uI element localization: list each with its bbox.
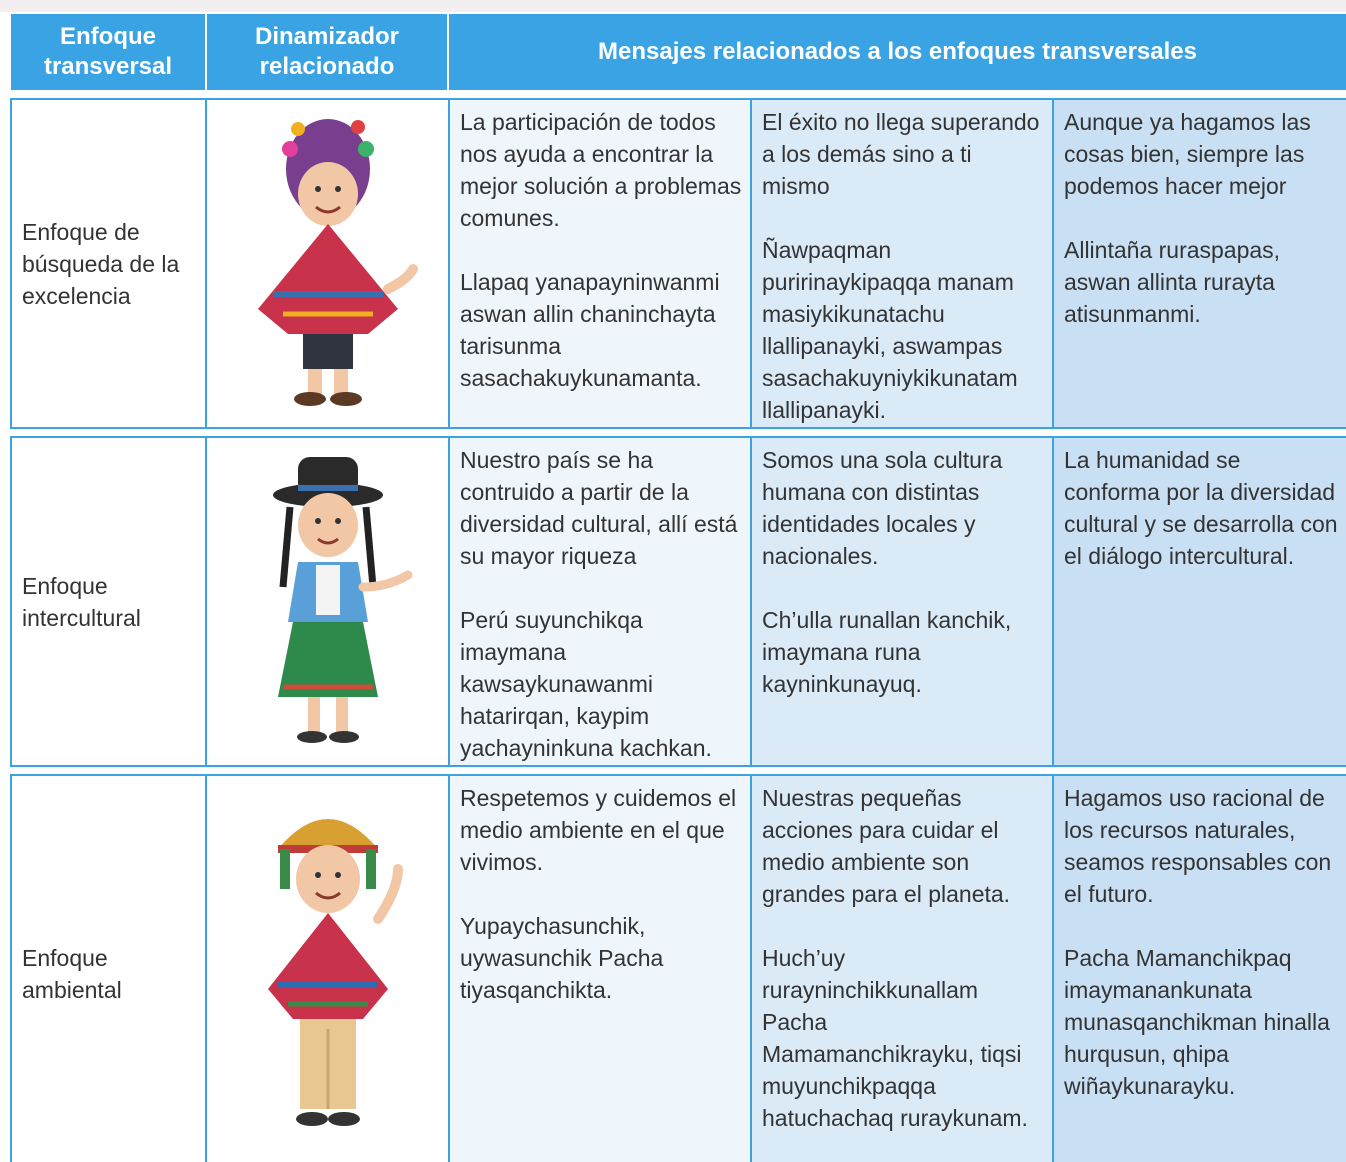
message-cell: Nuestras pequeñas acciones para cuidar e… bbox=[750, 774, 1054, 1162]
message-text: El éxito no llega superando a los demás … bbox=[762, 109, 1040, 199]
message-text: La participación de todos nos ayuda a en… bbox=[460, 109, 742, 231]
message-text: Respetemos y cuidemos el medio ambiente … bbox=[460, 785, 737, 875]
header-text: Mensajes relacionados a los enfoques tra… bbox=[598, 38, 1197, 65]
message-text: Ñawpaqman puririnaykipaqqa manam masiyki… bbox=[762, 237, 1018, 423]
message-cell: El éxito no llega superando a los demás … bbox=[750, 98, 1054, 429]
message-cell: Nuestro país se ha contruido a partir de… bbox=[448, 436, 752, 767]
message-cell: Hagamos uso racional de los recursos nat… bbox=[1052, 774, 1346, 1162]
header-text: Dinamizador relacionado bbox=[254, 23, 400, 80]
message-text: Hagamos uso racional de los recursos nat… bbox=[1064, 785, 1332, 907]
message-text: Allintaña ruraspapas, aswan allinta rura… bbox=[1064, 237, 1281, 327]
message-text: La humanidad se conforma por la diversid… bbox=[1064, 447, 1338, 569]
message-text: Aunque ya hagamos las cosas bien, siempr… bbox=[1064, 109, 1311, 199]
character-cell bbox=[205, 774, 450, 1162]
message-cell: Aunque ya hagamos las cosas bien, siempr… bbox=[1052, 98, 1346, 429]
enfoque-cell: Enfoque de búsqueda de la excelencia bbox=[10, 98, 207, 429]
header-cell: Mensajes relacionados a los enfoques tra… bbox=[448, 14, 1346, 90]
character-cell bbox=[205, 436, 450, 767]
header-cell: Enfoque transversal bbox=[10, 14, 206, 90]
message-text: Yupaychasunchik, uywasunchik Pacha tiyas… bbox=[460, 913, 664, 1003]
top-band bbox=[0, 0, 1346, 12]
header-cell: Dinamizador relacionado bbox=[206, 14, 448, 90]
header-text: Enfoque transversal bbox=[43, 23, 173, 80]
enfoque-text: Enfoque ambiental bbox=[22, 945, 122, 1003]
character-illustration bbox=[267, 819, 403, 1126]
message-cell: Somos una sola cultura humana con distin… bbox=[750, 436, 1054, 767]
enfoque-cell: Enfoque ambiental bbox=[10, 774, 207, 1162]
enfoque-text: Enfoque de búsqueda de la excelencia bbox=[22, 218, 180, 309]
message-text: Pacha Mamanchikpaq imaymanankunata munas… bbox=[1064, 945, 1330, 1099]
message-text: Nuestras pequeñas acciones para cuidar e… bbox=[762, 785, 1011, 907]
message-text: Ch’ulla runallan kanchik, imaymana runa … bbox=[762, 607, 1012, 697]
message-text: Huch’uy rurayninchikkunallam Pacha Mamam… bbox=[762, 945, 1028, 1131]
enfoque-text: Enfoque intercultural bbox=[22, 572, 141, 631]
character-cell bbox=[205, 98, 450, 429]
message-cell: La participación de todos nos ayuda a en… bbox=[448, 98, 752, 429]
message-cell: Respetemos y cuidemos el medio ambiente … bbox=[448, 774, 752, 1162]
character-illustration bbox=[257, 118, 418, 406]
message-text: Somos una sola cultura humana con distin… bbox=[762, 447, 1003, 569]
enfoque-cell: Enfoque intercultural bbox=[10, 436, 207, 767]
message-text: Llapaq yanapayninwanmi aswan allin chani… bbox=[460, 269, 720, 391]
character-illustration bbox=[272, 456, 412, 743]
message-cell: La humanidad se conforma por la diversid… bbox=[1052, 436, 1346, 767]
message-text: Perú suyunchikqa imaymana kawsaykunawanm… bbox=[460, 607, 712, 761]
message-text: Nuestro país se ha contruido a partir de… bbox=[460, 447, 738, 569]
